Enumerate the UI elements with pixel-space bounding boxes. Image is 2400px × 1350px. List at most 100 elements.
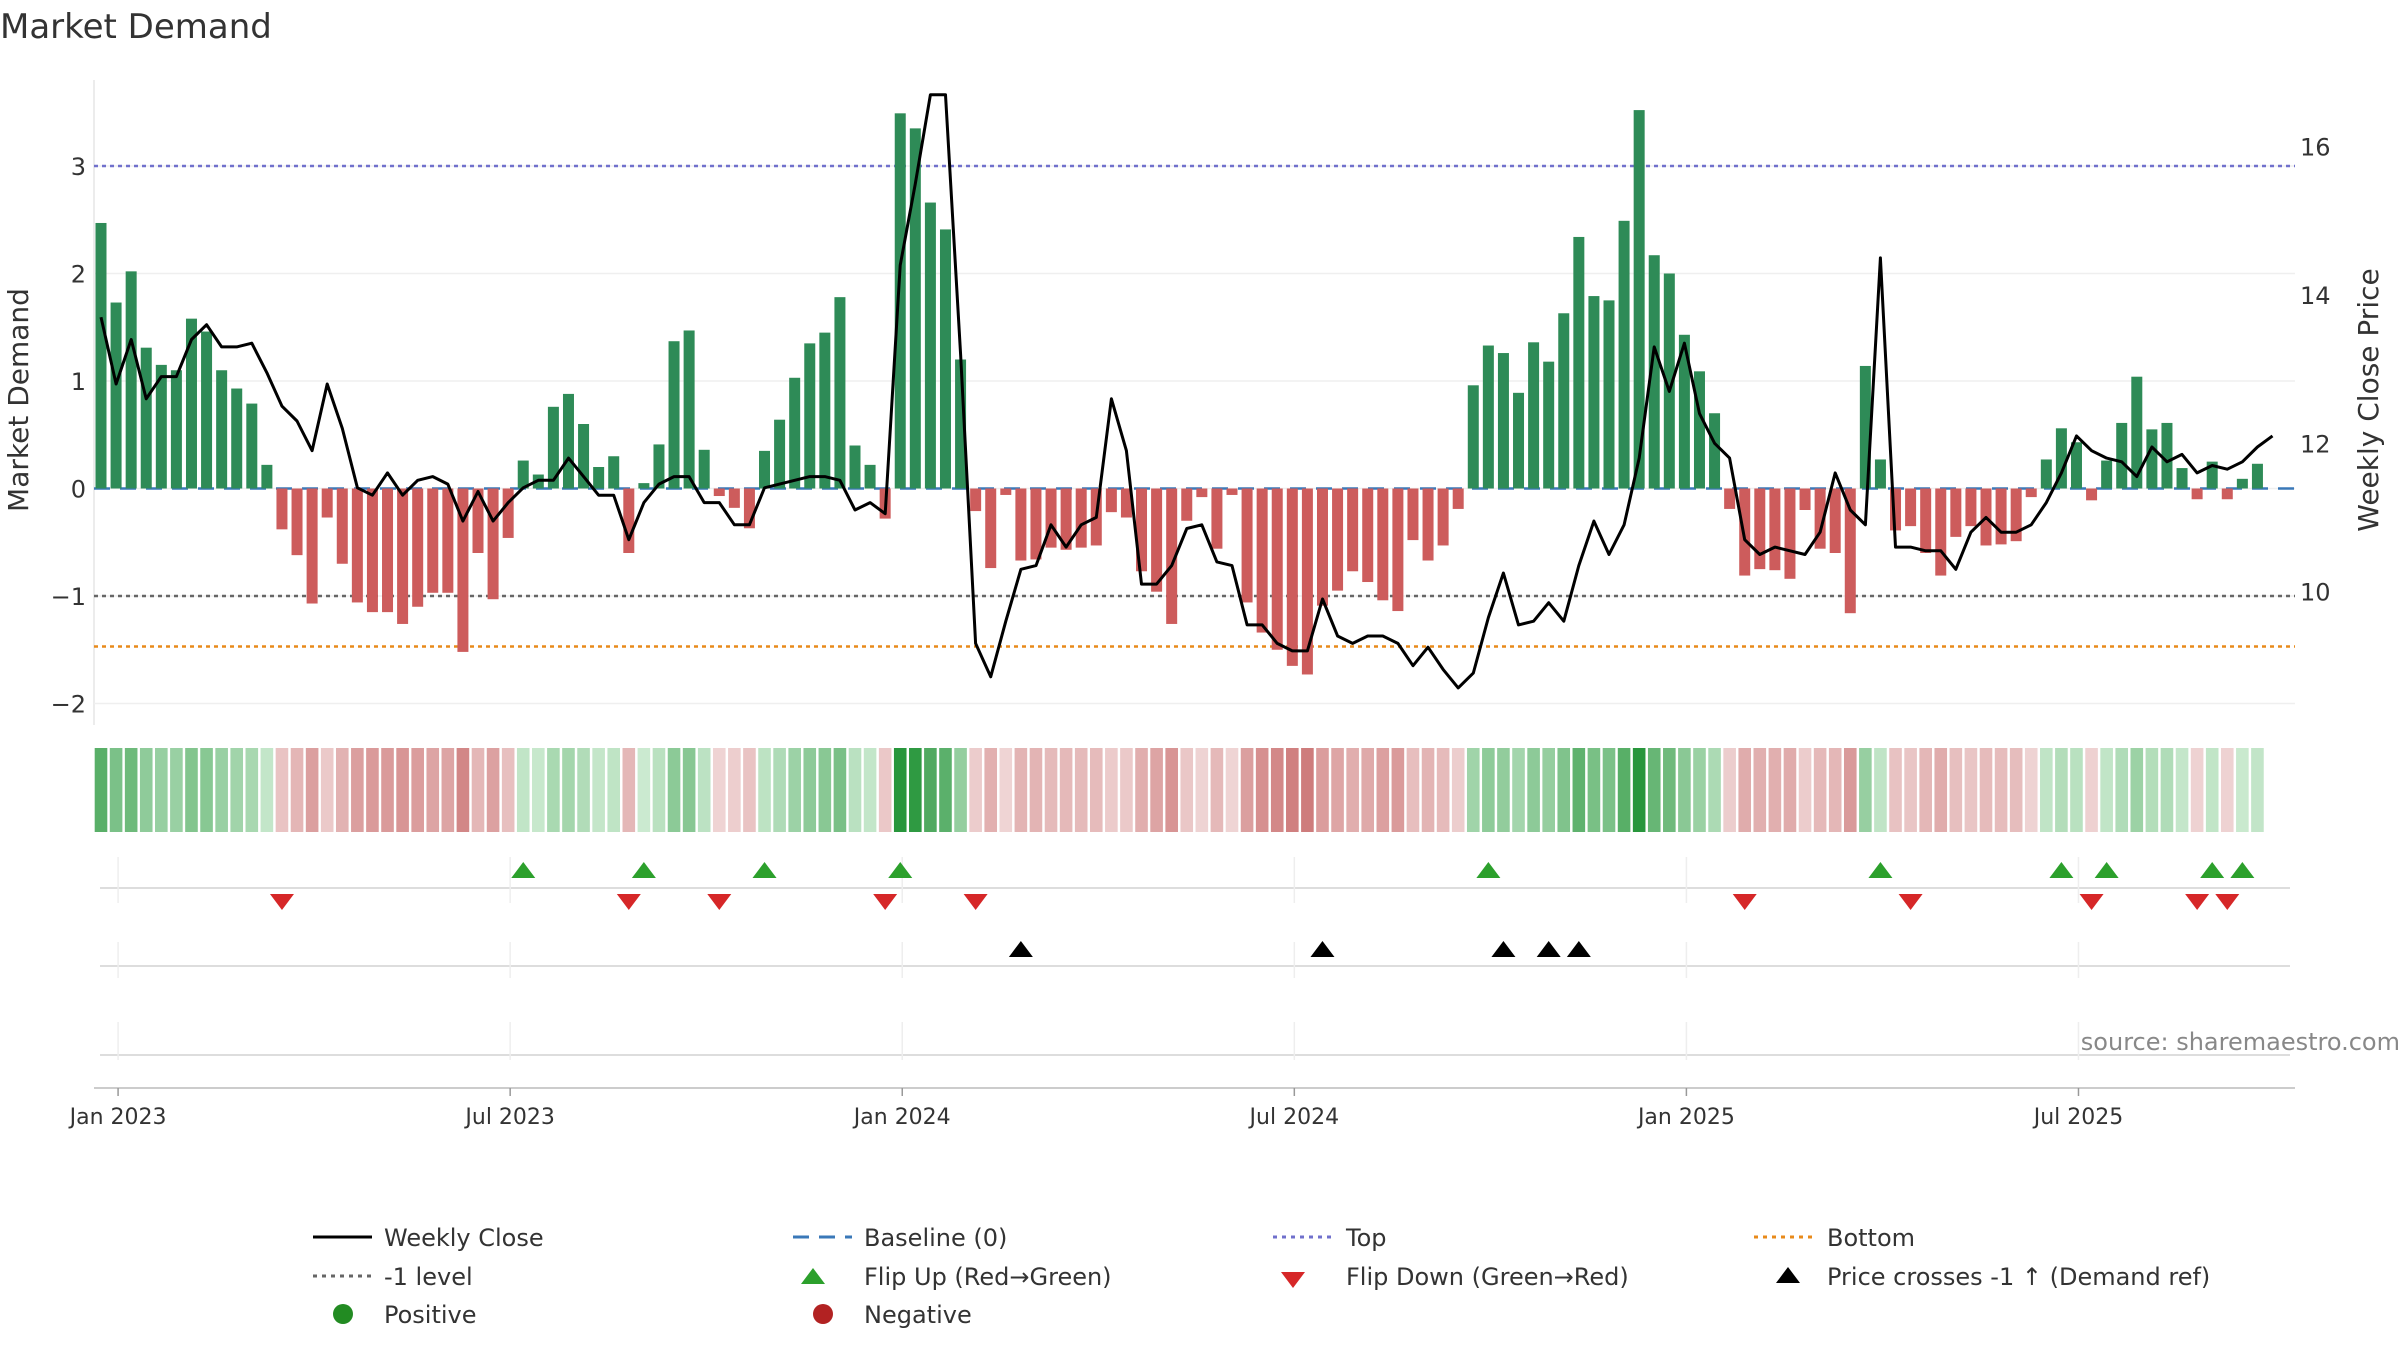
heat-strip-cell (1059, 748, 1073, 832)
demand-bar-positive (638, 483, 650, 489)
demand-bar-negative (1151, 488, 1163, 592)
demand-bar-negative (321, 488, 333, 518)
heat-strip-cell (260, 748, 274, 832)
legend-flip-up-label: Flip Up (Red→Green) (864, 1263, 1112, 1291)
heat-strip-cell (2115, 748, 2129, 832)
demand-bar-positive (683, 330, 695, 489)
y-tick-label-left: −2 (51, 691, 86, 719)
demand-bar-negative (1769, 488, 1781, 571)
demand-bar-negative (1120, 488, 1132, 518)
demand-bar-positive (909, 128, 921, 489)
demand-bar-negative (2086, 488, 2098, 501)
heat-strip-cell (2009, 748, 2023, 832)
demand-bar-positive (2116, 422, 2128, 489)
demand-bar-positive (562, 393, 574, 489)
demand-bar-positive (1558, 313, 1570, 489)
demand-bar-positive (1588, 296, 1600, 489)
heat-strip-cell (1286, 748, 1299, 832)
heat-strip-cell (200, 748, 213, 832)
heat-strip-cell (155, 748, 168, 832)
heat-strip-cell (1240, 748, 1254, 832)
demand-bar-negative (351, 488, 363, 603)
demand-bar-positive (1467, 385, 1479, 489)
heat-strip-cell (909, 748, 922, 832)
heat-strip-cell (2024, 748, 2038, 832)
heat-strip-cell (1964, 748, 1978, 832)
heat-strip-cell (848, 748, 862, 832)
heat-strip-cell (1316, 748, 1329, 832)
demand-bar-positive (1663, 273, 1675, 489)
demand-bar-positive (2146, 429, 2158, 489)
heat-strip-cell (2070, 748, 2083, 832)
legend-positive: Positive (333, 1301, 477, 1329)
demand-bar-positive (849, 445, 861, 489)
heat-strip-cell (712, 748, 726, 832)
y-tick-label-right: 10 (2300, 579, 2331, 607)
demand-bar-positive (2040, 459, 2052, 489)
heat-strip-cell (139, 748, 153, 832)
heat-strip-cell (1994, 748, 2008, 832)
heat-strip-cell (728, 748, 741, 832)
heat-strip-cell (1029, 748, 1043, 832)
demand-bar-negative (336, 488, 348, 564)
demand-bar-negative (427, 488, 439, 593)
heat-strip-cell (2040, 748, 2053, 832)
demand-bar-positive (1528, 342, 1540, 489)
demand-bar-positive (140, 347, 152, 489)
x-tick-label: Jan 2024 (852, 1105, 951, 1130)
heat-strip-cell (1617, 748, 1631, 832)
demand-bar-positive (593, 467, 605, 489)
weekly-close-line (99, 93, 2274, 690)
heat-strip-cell (833, 748, 847, 832)
y-tick-label-right: 14 (2300, 282, 2331, 310)
flip-down-marker (873, 894, 898, 910)
demand-bar-negative (382, 488, 394, 613)
demand-bar-negative (1271, 488, 1283, 650)
demand-bar-positive (668, 341, 680, 489)
demand-bar-positive (2206, 461, 2218, 489)
demand-bar-negative (1015, 488, 1027, 561)
legend-weekly-close-label: Weekly Close (384, 1224, 544, 1252)
demand-bar-negative (1332, 488, 1344, 591)
demand-bar-positive (2251, 463, 2263, 489)
heat-strip-cell (803, 748, 817, 832)
heat-strip-cell (2236, 748, 2249, 832)
heat-strip-cell (1843, 748, 1857, 832)
demand-bar-negative (970, 488, 982, 512)
demand-bar-positive (155, 364, 167, 489)
demand-bar-negative (366, 488, 378, 613)
y-axis-label-left: Market Demand (2, 288, 35, 512)
heat-strip-cell (1828, 748, 1842, 832)
demand-bar-negative (1452, 488, 1464, 509)
x-tick-label: Jan 2025 (1636, 1105, 1735, 1130)
demand-bar-negative (442, 488, 454, 593)
flip-down-marker (2079, 894, 2104, 910)
demand-bar-negative (1950, 488, 1962, 537)
heat-strip-cell (939, 748, 952, 832)
demand-bar-positive (608, 456, 620, 489)
heat-strip-cell (1044, 748, 1058, 832)
heat-strip-cell (471, 748, 485, 832)
heat-strip-cell (1497, 748, 1510, 832)
heat-strip-cell (396, 748, 409, 832)
demand-bar-positive (185, 318, 197, 489)
heat-strip-cell (1859, 748, 1872, 832)
flip-down-icon (1281, 1272, 1305, 1288)
demand-bar-positive (2176, 468, 2188, 489)
legend-bottom: Bottom (1754, 1224, 1915, 1252)
positive-dot-icon (333, 1304, 353, 1324)
heat-strip-cell (697, 748, 711, 832)
flip-down-marker (616, 894, 641, 910)
heat-strip-cell (607, 748, 621, 832)
heat-strip-cell (1301, 748, 1314, 832)
heat-strip-cell (366, 748, 379, 832)
y-tick-label-right: 16 (2300, 134, 2331, 162)
demand-bar-negative (1407, 488, 1419, 541)
demand-bar-negative (1724, 488, 1736, 509)
demand-bar-positive (789, 377, 801, 489)
heat-strip-cell (1466, 748, 1480, 832)
heat-strip-cell (501, 748, 515, 832)
demand-bar-positive (1497, 353, 1509, 489)
legend-price-cross: Price crosses -1 ↑ (Demand ref) (1776, 1263, 2210, 1291)
